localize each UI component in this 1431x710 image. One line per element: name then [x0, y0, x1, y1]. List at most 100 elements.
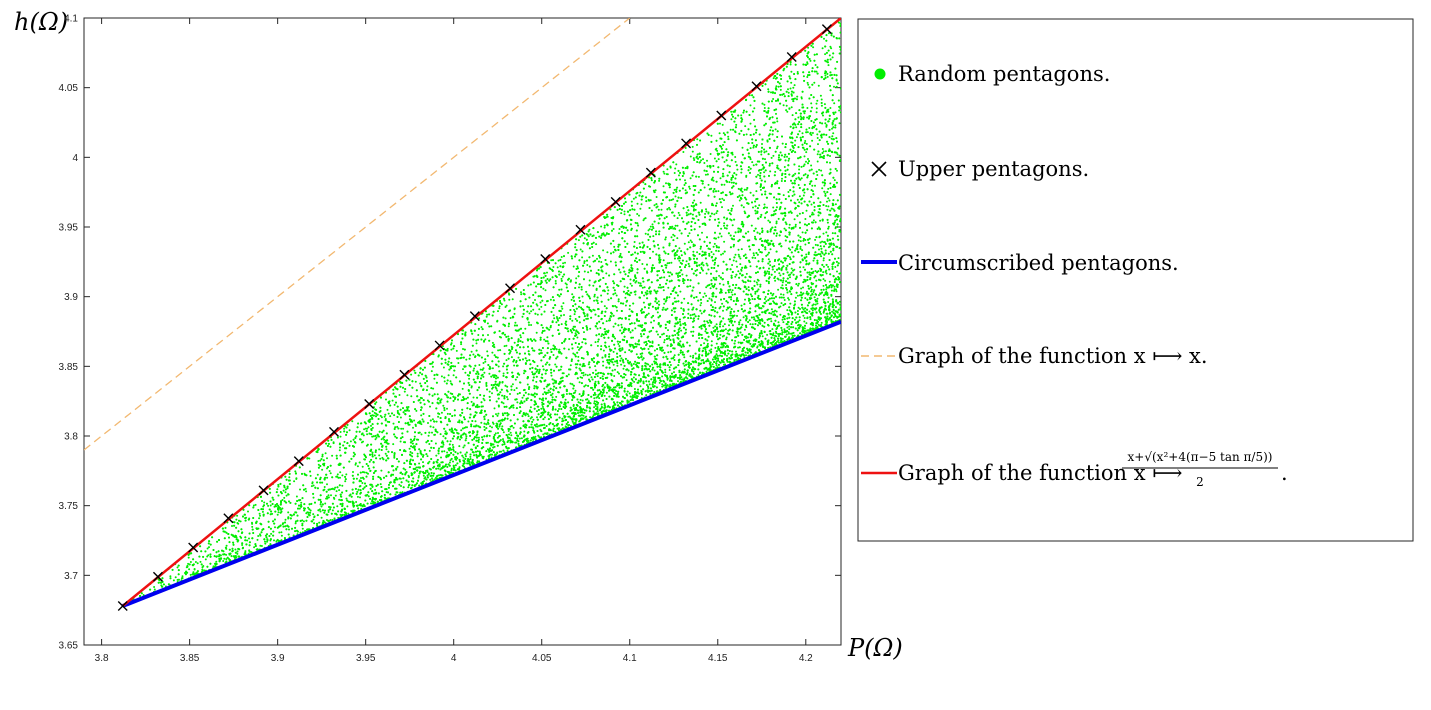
- random-pentagon-point: [523, 430, 526, 433]
- random-pentagon-point: [632, 376, 635, 379]
- random-pentagon-point: [330, 494, 332, 497]
- random-pentagon-point: [285, 494, 288, 497]
- random-pentagon-point: [808, 310, 811, 313]
- random-pentagon-point: [772, 154, 775, 157]
- random-pentagon-point: [581, 256, 584, 259]
- random-pentagon-point: [662, 170, 665, 173]
- random-pentagon-point: [523, 372, 525, 375]
- random-pentagon-point: [629, 282, 632, 285]
- random-pentagon-point: [630, 284, 633, 287]
- x-tick-label: 4.1: [623, 653, 637, 664]
- random-pentagon-point: [639, 333, 642, 335]
- random-pentagon-point: [609, 260, 612, 263]
- random-pentagon-point: [550, 259, 553, 262]
- random-pentagon-point: [728, 165, 731, 168]
- random-pentagon-point: [526, 413, 529, 416]
- random-pentagon-point: [280, 534, 283, 537]
- random-pentagon-point: [354, 463, 357, 466]
- random-pentagon-point: [650, 179, 653, 182]
- random-pentagon-point: [754, 292, 757, 295]
- random-pentagon-point: [634, 293, 637, 296]
- random-pentagon-point: [550, 348, 552, 351]
- random-pentagon-point: [420, 433, 423, 436]
- random-pentagon-point: [273, 505, 276, 508]
- random-pentagon-point: [501, 425, 504, 428]
- random-pentagon-point: [688, 344, 691, 347]
- random-pentagon-point: [648, 228, 651, 231]
- random-pentagon-point: [714, 346, 717, 349]
- random-pentagon-point: [721, 206, 723, 209]
- random-pentagon-point: [656, 311, 659, 314]
- random-pentagon-point: [558, 317, 561, 319]
- random-pentagon-point: [252, 504, 255, 507]
- random-pentagon-point: [816, 160, 819, 163]
- random-pentagon-point: [789, 256, 791, 259]
- random-pentagon-point: [686, 371, 689, 374]
- random-pentagon-point: [805, 322, 808, 325]
- random-pentagon-point: [196, 562, 199, 565]
- random-pentagon-point: [469, 458, 472, 460]
- random-pentagon-point: [520, 291, 522, 294]
- random-pentagon-point: [735, 260, 738, 263]
- random-pentagon-point: [677, 211, 680, 214]
- random-pentagon-point: [399, 416, 402, 419]
- random-pentagon-point: [824, 122, 827, 125]
- random-pentagon-point: [692, 157, 695, 160]
- random-pentagon-point: [366, 433, 369, 436]
- random-pentagon-point: [839, 303, 841, 306]
- random-pentagon-point: [687, 241, 690, 244]
- random-pentagon-point: [717, 158, 720, 161]
- random-pentagon-point: [742, 316, 745, 319]
- random-pentagon-point: [578, 286, 580, 289]
- random-pentagon-point: [839, 107, 841, 110]
- random-pentagon-point: [754, 343, 757, 345]
- random-pentagon-point: [641, 263, 644, 265]
- random-pentagon-point: [793, 218, 796, 221]
- random-pentagon-point: [755, 281, 758, 284]
- random-pentagon-point: [804, 140, 807, 142]
- random-pentagon-point: [187, 556, 190, 559]
- random-pentagon-point: [428, 449, 431, 452]
- random-pentagon-point: [803, 155, 806, 158]
- random-pentagon-point: [544, 289, 547, 292]
- random-pentagon-point: [699, 304, 702, 307]
- random-pentagon-point: [772, 206, 775, 209]
- random-pentagon-point: [815, 70, 818, 73]
- random-pentagon-point: [740, 248, 743, 251]
- random-pentagon-point: [632, 336, 634, 339]
- random-pentagon-point: [749, 122, 752, 125]
- random-pentagon-point: [603, 394, 606, 397]
- random-pentagon-point: [564, 398, 567, 401]
- random-pentagon-point: [782, 279, 785, 282]
- random-pentagon-point: [333, 497, 336, 500]
- random-pentagon-point: [305, 490, 308, 493]
- random-pentagon-point: [790, 267, 793, 270]
- random-pentagon-point: [831, 56, 834, 59]
- random-pentagon-point: [487, 334, 489, 336]
- random-pentagon-point: [619, 347, 621, 350]
- random-pentagon-point: [596, 403, 599, 406]
- random-pentagon-point: [519, 340, 522, 343]
- random-pentagon-point: [734, 160, 737, 163]
- random-pentagon-point: [542, 393, 545, 396]
- random-pentagon-point: [422, 454, 425, 457]
- random-pentagon-point: [676, 237, 679, 240]
- random-pentagon-point: [630, 385, 633, 388]
- random-pentagon-point: [723, 224, 725, 227]
- random-pentagon-point: [201, 568, 204, 571]
- random-pentagon-point: [834, 124, 837, 127]
- random-pentagon-point: [418, 462, 421, 465]
- random-pentagon-point: [818, 294, 820, 297]
- random-pentagon-point: [593, 406, 596, 409]
- random-pentagon-point: [402, 427, 405, 430]
- random-pentagon-point: [294, 522, 297, 525]
- random-pentagon-point: [701, 250, 704, 253]
- random-pentagon-point: [805, 209, 808, 212]
- random-pentagon-point: [819, 94, 822, 97]
- random-pentagon-point: [700, 302, 703, 304]
- random-pentagon-point: [700, 312, 703, 315]
- random-pentagon-point: [773, 310, 775, 313]
- random-pentagon-point: [784, 235, 787, 238]
- random-pentagon-point: [827, 64, 830, 67]
- random-pentagon-point: [586, 264, 589, 266]
